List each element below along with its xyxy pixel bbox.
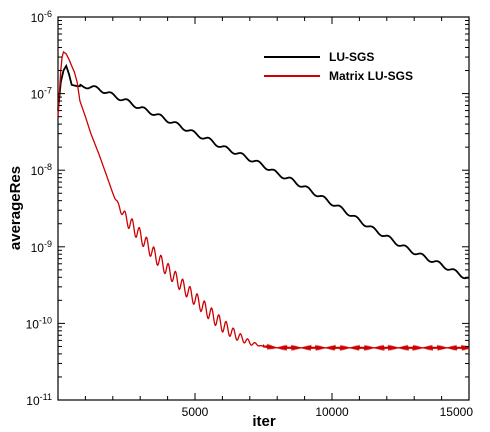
y-tick-label: 10-11 [26,392,52,408]
y-tick-label: 10-6 [31,9,52,25]
series-line-matrix-lu-sgs [57,50,470,352]
x-tick-label: 15000 [440,405,474,419]
legend-label-matrix-lu-sgs: Matrix LU-SGS [329,69,413,83]
x-tick-label: 10000 [315,405,349,419]
y-tick-label: 10-8 [31,162,52,178]
plot-frame [57,16,470,401]
legend-label-lu-sgs: LU-SGS [329,50,374,64]
y-axis-label: averageRes [7,166,24,250]
series-line-lu-sgs [57,63,470,280]
series-layer [57,50,470,352]
y-tick-label: 10-9 [31,239,52,255]
y-tick-label: 10-10 [26,315,52,331]
x-axis-label: iter [252,413,276,430]
x-tick-label: 5000 [182,405,209,419]
tick-layer: 10-11 10-10 10-9 10-8 10-7 10-6 5000 10000 15000 [26,9,474,419]
legend: LU-SGS Matrix LU-SGS [264,50,413,83]
y-tick-label: 10-7 [31,86,52,102]
